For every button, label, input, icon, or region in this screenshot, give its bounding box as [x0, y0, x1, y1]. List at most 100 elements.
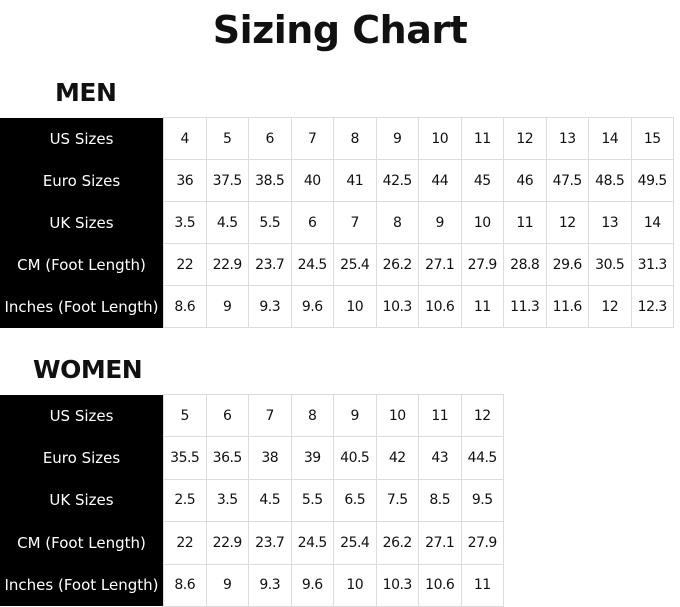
- size-cell: 12: [503, 117, 547, 160]
- size-cell: 11: [460, 563, 504, 607]
- table-row: UK Sizes 2.5 3.5 4.5 5.5 6.5 7.5 8.5 9.5: [0, 478, 504, 523]
- size-cell: 12: [545, 201, 589, 244]
- size-cell: 9.5: [460, 478, 504, 523]
- size-cell: 48.5: [588, 159, 632, 202]
- size-cell: 38: [248, 436, 292, 480]
- size-cell: 27.9: [460, 521, 504, 565]
- size-cell: 14: [588, 117, 632, 160]
- size-cell: 4: [163, 117, 207, 160]
- size-cell: 24.5: [290, 521, 334, 565]
- size-cell: 27.9: [460, 243, 504, 286]
- row-header: CM (Foot Length): [0, 521, 164, 565]
- size-cell: 10.6: [418, 563, 462, 607]
- size-cell: 26.2: [375, 243, 419, 286]
- table-row: Inches (Foot Length) 8.6 9 9.3 9.6 10 10.3 10.6…: [0, 285, 674, 328]
- row-header: US Sizes: [0, 117, 164, 160]
- size-cell: 22.9: [205, 243, 249, 286]
- size-cell: 8: [290, 393, 334, 438]
- size-cell: 9.6: [290, 563, 334, 607]
- size-cell: 8: [333, 117, 377, 160]
- row-header: Inches (Foot Length): [0, 564, 164, 607]
- row-header: Euro Sizes: [0, 159, 164, 202]
- size-cell: 25.4: [333, 521, 377, 565]
- size-cell: 36: [163, 159, 207, 202]
- table-row: US Sizes 4 5 6 7 8 9 10 11 12 13 14 15: [0, 117, 674, 160]
- size-cell: 42: [375, 436, 419, 480]
- size-cell: 10.3: [375, 285, 419, 328]
- size-cell: 9.3: [248, 563, 292, 607]
- size-cell: 3.5: [163, 201, 207, 244]
- row-header: CM (Foot Length): [0, 243, 164, 286]
- size-cell: 10: [418, 117, 462, 160]
- size-cell: 22: [163, 521, 207, 565]
- size-cell: 3.5: [205, 478, 249, 523]
- size-cell: 5.5: [248, 201, 292, 244]
- size-cell: 22.9: [205, 521, 249, 565]
- size-cell: 11: [503, 201, 547, 244]
- size-cell: 10.3: [375, 563, 419, 607]
- size-cell: 42.5: [375, 159, 419, 202]
- size-cell: 25.4: [333, 243, 377, 286]
- size-cell: 37.5: [205, 159, 249, 202]
- size-cell: 9: [205, 563, 249, 607]
- size-cell: 46: [503, 159, 547, 202]
- size-cell: 13: [588, 201, 632, 244]
- size-cell: 49.5: [630, 159, 674, 202]
- size-cell: 27.1: [418, 521, 462, 565]
- size-cell: 7: [333, 201, 377, 244]
- row-header: US Sizes: [0, 394, 164, 437]
- size-cell: 7: [290, 117, 334, 160]
- size-cell: 10: [333, 285, 377, 328]
- size-cell: 29.6: [545, 243, 589, 286]
- size-cell: 23.7: [248, 521, 292, 565]
- size-cell: 9: [375, 117, 419, 160]
- size-cell: 28.8: [503, 243, 547, 286]
- size-cell: 24.5: [290, 243, 334, 286]
- size-cell: 40.5: [333, 436, 377, 480]
- size-cell: 12.3: [630, 285, 674, 328]
- row-header: Euro Sizes: [0, 436, 164, 480]
- size-cell: 23.7: [248, 243, 292, 286]
- size-cell: 10: [375, 393, 419, 438]
- size-cell: 45: [460, 159, 504, 202]
- page-title: Sizing Chart: [212, 8, 468, 52]
- table-row: Euro Sizes 36 37.5 38.5 40 41 42.5 44 45 46 47.5 48…: [0, 159, 674, 202]
- size-cell: 11: [460, 285, 504, 328]
- size-cell: 4.5: [248, 478, 292, 523]
- size-cell: 8.6: [163, 285, 207, 328]
- size-cell: 5: [163, 393, 207, 438]
- size-cell: 44: [418, 159, 462, 202]
- size-cell: 44.5: [460, 436, 504, 480]
- size-cell: 4.5: [205, 201, 249, 244]
- size-cell: 11.6: [545, 285, 589, 328]
- size-cell: 10: [460, 201, 504, 244]
- size-cell: 15: [630, 117, 674, 160]
- size-cell: 13: [545, 117, 589, 160]
- size-cell: 43: [418, 436, 462, 480]
- size-cell: 38.5: [248, 159, 292, 202]
- size-cell: 30.5: [588, 243, 632, 286]
- size-cell: 11: [460, 117, 504, 160]
- size-cell: 2.5: [163, 478, 207, 523]
- size-cell: 8: [375, 201, 419, 244]
- size-cell: 6.5: [333, 478, 377, 523]
- table-row: Inches (Foot Length) 8.6 9 9.3 9.6 10 10.3 10.6…: [0, 563, 504, 607]
- size-cell: 9.3: [248, 285, 292, 328]
- table-row: CM (Foot Length) 22 22.9 23.7 24.5 25.4 26.2 27…: [0, 521, 504, 565]
- table-row: Euro Sizes 35.5 36.5 38 39 40.5 42 43 44.5: [0, 436, 504, 480]
- size-cell: 5: [205, 117, 249, 160]
- size-cell: 7: [248, 393, 292, 438]
- table-row: CM (Foot Length) 22 22.9 23.7 24.5 25.4 26.2 27…: [0, 243, 674, 286]
- size-cell: 9: [205, 285, 249, 328]
- size-cell: 11: [418, 393, 462, 438]
- row-header: UK Sizes: [0, 479, 164, 522]
- size-cell: 9.6: [290, 285, 334, 328]
- size-cell: 6: [205, 393, 249, 438]
- size-cell: 40: [290, 159, 334, 202]
- size-cell: 6: [248, 117, 292, 160]
- size-cell: 14: [630, 201, 674, 244]
- row-header: Inches (Foot Length): [0, 285, 164, 328]
- row-header: UK Sizes: [0, 201, 164, 244]
- size-cell: 9: [333, 393, 377, 438]
- size-cell: 12: [588, 285, 632, 328]
